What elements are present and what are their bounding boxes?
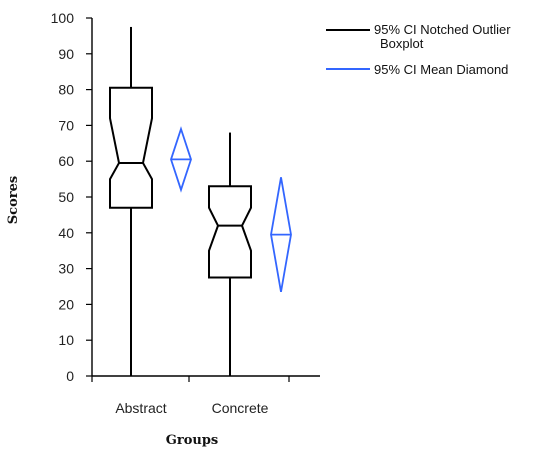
y-tick-label: 80: [58, 82, 74, 98]
y-tick-label: 0: [66, 368, 74, 384]
y-axis-title: Scores: [6, 176, 21, 224]
x-axis-title: Groups: [166, 433, 218, 448]
mean-diamond-abstract: [170, 126, 192, 193]
legend: 95% CI Notched Outlier Boxplot 95% CI Me…: [326, 22, 511, 77]
y-tick-label: 90: [58, 46, 74, 62]
diamond-shape: [270, 177, 292, 293]
boxplot-abstract: [109, 26, 153, 376]
legend-label-boxplot-line2: Boxplot: [380, 36, 424, 51]
notched-box: [208, 185, 252, 279]
x-tick-label: Abstract: [115, 400, 166, 416]
boxplots: [109, 26, 252, 376]
legend-label-boxplot-line1: 95% CI Notched Outlier: [374, 22, 511, 37]
x-axis-ticks: Abstract Concrete: [91, 376, 290, 416]
y-tick-label: 20: [58, 296, 74, 312]
notched-box: [109, 86, 153, 209]
diamond-shape: [170, 126, 192, 193]
mean-diamond-concrete: [270, 177, 292, 293]
y-tick-label: 30: [58, 261, 74, 277]
y-tick-label: 70: [58, 117, 74, 133]
y-tick-label: 40: [58, 225, 74, 241]
y-tick-label: 10: [58, 332, 74, 348]
y-tick-label: 50: [58, 189, 74, 205]
y-axis-ticks: 0 10 20 30 40 50 60 70 80 90 100: [51, 10, 92, 384]
legend-label-diamond: 95% CI Mean Diamond: [374, 62, 508, 77]
y-tick-label: 100: [51, 10, 75, 26]
mean-diamonds: [170, 126, 292, 293]
y-tick-label: 60: [58, 153, 74, 169]
x-tick-label: Concrete: [212, 400, 269, 416]
boxplot-concrete: [208, 132, 252, 376]
